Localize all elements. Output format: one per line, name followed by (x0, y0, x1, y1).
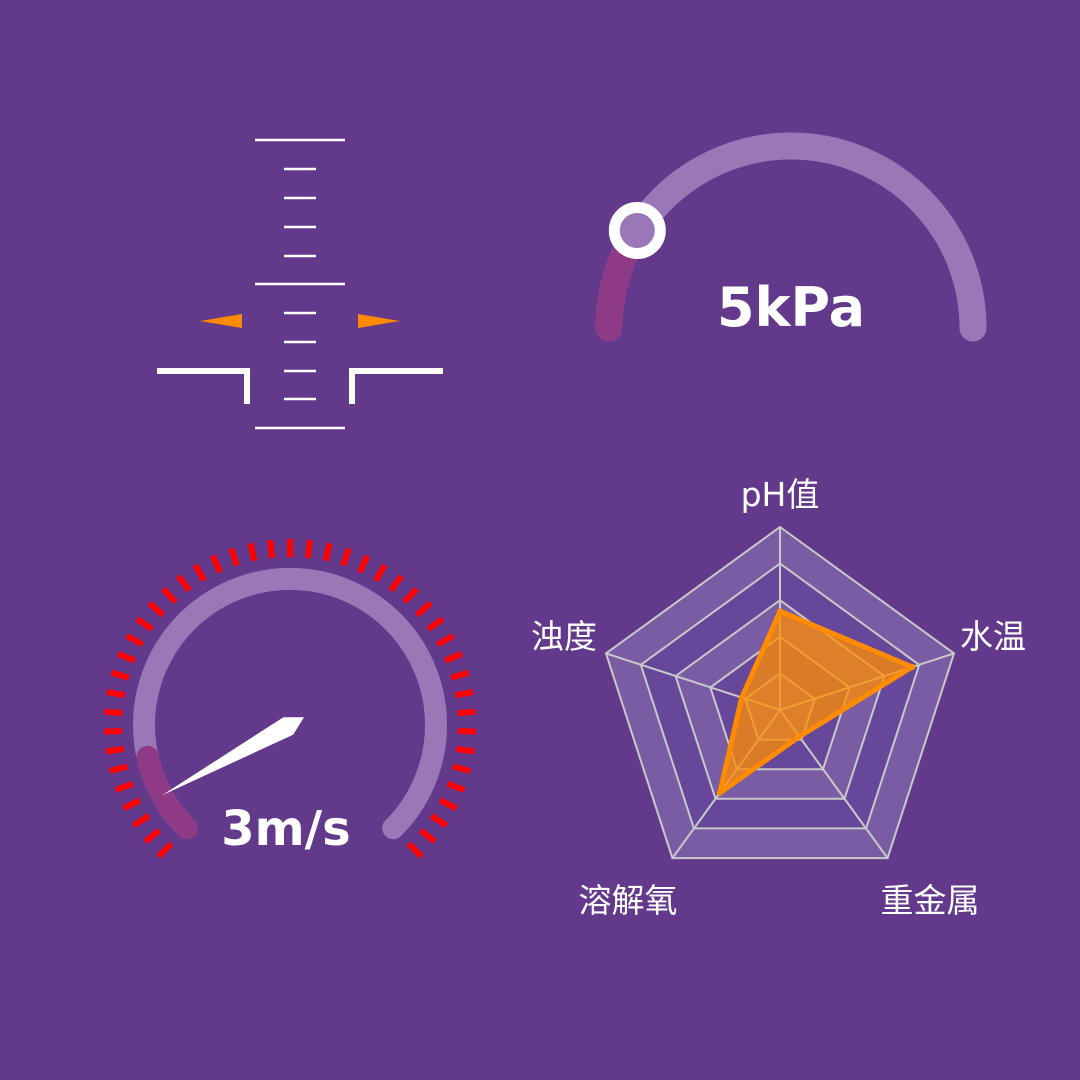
radar-label-turbidity: 浊度 (531, 617, 597, 656)
speed-gauge-tick (454, 689, 474, 699)
radar-data-point (716, 789, 723, 796)
speed-gauge-tick (452, 763, 471, 774)
speed-gauge-tick (402, 586, 419, 605)
speed-gauge-tick (114, 780, 134, 793)
left-pointing-triangle-icon (200, 314, 242, 328)
speed-gauge-needle (162, 717, 304, 796)
pressure-value: 5kPa (717, 276, 865, 339)
level-scale (255, 138, 345, 430)
speed-gauge-tick (388, 574, 404, 593)
speed-gauge-tick (340, 547, 352, 567)
speed-gauge-tick (446, 780, 466, 793)
radar-series-area (717, 608, 915, 796)
speed-gauge-tick (109, 763, 128, 774)
speed-gauge-tick (117, 651, 136, 664)
speed-gauge-tick (457, 728, 476, 735)
speed-gauge-tick (104, 708, 123, 716)
radar-label-dissolved-oxygen: 溶解氧 (579, 881, 678, 920)
speed-gauge-tick (444, 651, 463, 664)
speed-gauge-tick (131, 813, 151, 829)
speed-gauge-tick (147, 600, 165, 618)
speed-gauge-tick (228, 547, 240, 567)
speed-gauge-tick (192, 563, 207, 583)
radar-label-ph: pH值 (741, 475, 820, 514)
speed-gauge-tick (418, 828, 437, 845)
radar-data-point (777, 608, 783, 615)
speed-gauge-tick (104, 728, 123, 735)
speed-gauge-tick (143, 828, 162, 845)
speed-gauge-tick (267, 539, 275, 559)
speed-gauge-tick (135, 616, 154, 632)
speed-gauge-red-ticks (104, 539, 476, 859)
radar-data-points (716, 608, 916, 796)
radar-data-point (909, 664, 916, 670)
pressure-gauge-handle[interactable] (608, 202, 666, 259)
speed-gauge-tick (426, 616, 445, 632)
speed-gauge-tick (322, 542, 333, 562)
level-indicator (157, 138, 443, 430)
speed-gauge-tick (415, 600, 433, 618)
speed-gauge-tick (105, 745, 125, 755)
radar-data-point (738, 694, 745, 701)
water-quality-radar-chart: pH值 水温 重金属 溶解氧 浊度 (531, 475, 1026, 920)
speed-gauge-tick (122, 797, 142, 811)
speed-gauge-tick (110, 669, 130, 681)
speed-gauge-tick (450, 669, 470, 681)
speed-gauge-tick (455, 745, 475, 755)
pressure-gauge: 5kPa (595, 132, 987, 342)
speed-gauge-tick (429, 813, 449, 829)
speed-gauge-tick (176, 574, 192, 593)
radar-label-water-temp: 水温 (960, 617, 1026, 656)
speed-gauge-tick (156, 841, 174, 859)
speed-gauge-tick (457, 708, 476, 716)
speed-gauge-tick (125, 633, 144, 648)
speed-gauge-tick (209, 554, 223, 574)
speed-gauge-tick (106, 689, 126, 699)
right-pointing-triangle-icon (358, 314, 400, 328)
speed-value: 3m/s (221, 801, 351, 857)
speed-gauge-tick (373, 563, 388, 583)
radar-label-heavy-metal: 重金属 (881, 881, 980, 920)
speed-gauge-tick (357, 554, 371, 574)
speed-gauge-tick (436, 633, 455, 648)
speed-gauge-tick (406, 841, 424, 859)
speed-gauge-tick (161, 586, 178, 605)
speed-gauge: 3m/s (104, 539, 476, 859)
left-bracket-marker (157, 368, 250, 404)
speed-gauge-tick (438, 797, 458, 811)
speed-gauge-tick (247, 542, 258, 562)
speed-gauge-track (133, 568, 447, 840)
radar-data-point (796, 733, 803, 740)
speed-gauge-tick (305, 539, 313, 559)
right-bracket-marker (349, 368, 443, 404)
speed-gauge-progress (136, 745, 198, 840)
